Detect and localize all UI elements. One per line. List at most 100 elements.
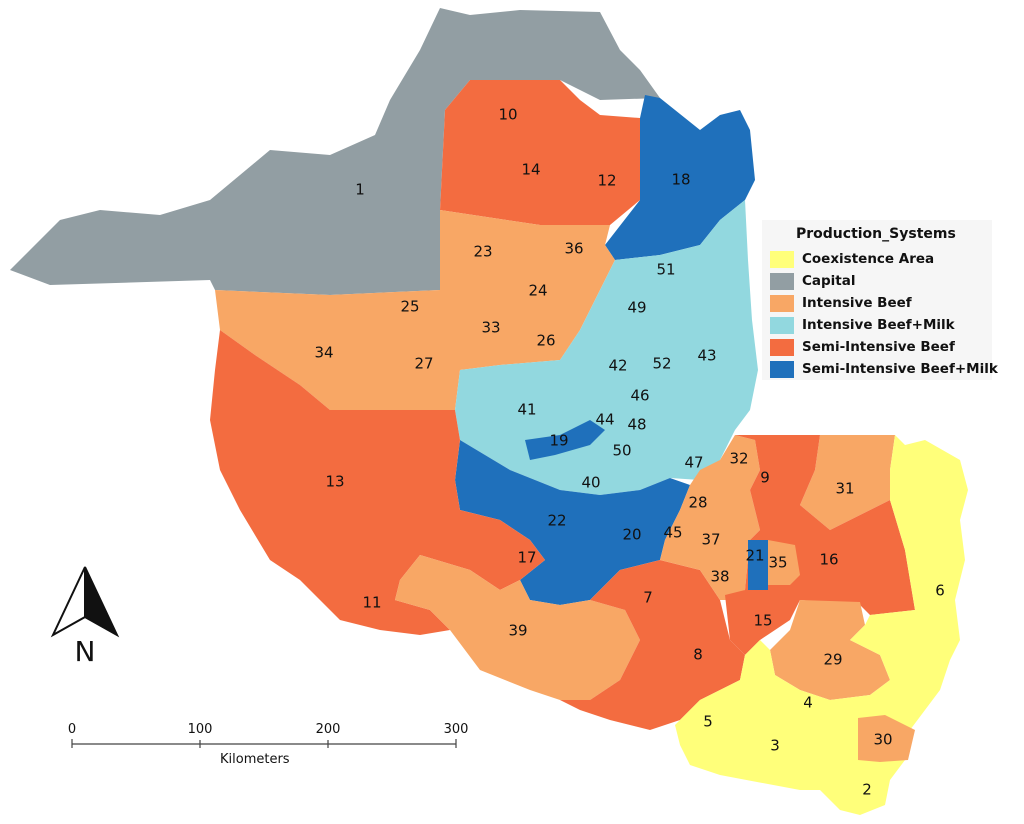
region-semi-intensive-beef-milk-18 [605, 95, 755, 260]
legend-label: Intensive Beef [802, 295, 912, 311]
scale-tick-label: 200 [315, 722, 341, 737]
label-37: 37 [701, 531, 720, 549]
label-42: 42 [608, 357, 627, 375]
label-28: 28 [688, 494, 707, 512]
label-21: 21 [745, 547, 764, 565]
region-semi-intensive-beef-south [560, 560, 745, 730]
legend-swatch [770, 272, 794, 290]
label-46: 46 [630, 387, 649, 405]
label-10: 10 [498, 106, 517, 124]
label-4: 4 [803, 694, 813, 712]
region-intensive-beef-30 [858, 715, 915, 762]
municipality-labels: 1 2 3 4 5 6 7 8 9 10 11 12 13 14 15 16 1… [314, 106, 944, 799]
region-intensive-beef-35 [768, 540, 800, 585]
region-semi-intensive-beef-milk-19 [525, 420, 605, 460]
label-1: 1 [355, 181, 365, 199]
label-52: 52 [652, 355, 671, 373]
region-semi-intensive-beef-west [210, 330, 545, 635]
scale-tick-label: 0 [67, 722, 77, 737]
region-capital [10, 8, 660, 295]
label-12: 12 [597, 172, 616, 190]
label-45: 45 [663, 524, 682, 542]
label-51: 51 [656, 261, 675, 279]
label-3: 3 [770, 737, 780, 755]
legend-swatch [770, 338, 794, 356]
label-8: 8 [693, 646, 703, 664]
region-intensive-beef-west [215, 210, 615, 410]
label-19: 19 [549, 432, 568, 450]
legend-item-semi-intensive-beef-milk: Semi-Intensive Beef+Milk [770, 358, 998, 380]
north-letter: N [74, 635, 96, 668]
label-18: 18 [671, 171, 690, 189]
label-25: 25 [400, 298, 419, 316]
label-9: 9 [760, 469, 770, 487]
label-47: 47 [684, 454, 703, 472]
scale-unit-label: Kilometers [220, 752, 290, 767]
label-48: 48 [627, 416, 646, 434]
legend-label: Semi-Intensive Beef [802, 339, 955, 355]
label-27: 27 [414, 355, 433, 373]
north-arrow: N [50, 565, 120, 668]
legend-item-semi-intensive-beef: Semi-Intensive Beef [770, 336, 984, 358]
label-14: 14 [521, 161, 540, 179]
legend-item-capital: Capital [770, 270, 984, 292]
label-22: 22 [547, 512, 566, 530]
legend-swatch [770, 250, 794, 268]
region-intensive-beef-29 [770, 600, 890, 700]
label-41: 41 [517, 401, 536, 419]
label-11: 11 [362, 594, 381, 612]
legend-label: Coexistence Area [802, 251, 935, 267]
region-semi-intensive-beef-milk-21 [748, 540, 768, 590]
scale-tick-label: 100 [187, 722, 213, 737]
label-26: 26 [536, 332, 555, 350]
label-2: 2 [862, 781, 872, 799]
label-39: 39 [508, 622, 527, 640]
label-24: 24 [528, 282, 547, 300]
label-40: 40 [581, 474, 600, 492]
label-38: 38 [710, 568, 729, 586]
label-29: 29 [823, 651, 842, 669]
region-intensive-beef-31 [800, 435, 895, 530]
legend-label: Semi-Intensive Beef+Milk [802, 361, 998, 377]
region-semi-intensive-beef-milk-south [455, 440, 690, 605]
scale-bar: 0 100 200 300 Kilometers [60, 722, 470, 772]
label-31: 31 [835, 480, 854, 498]
label-44: 44 [595, 411, 614, 429]
map-legend: Production_Systems Coexistence Area Capi… [762, 220, 998, 380]
label-13: 13 [325, 473, 344, 491]
region-intensive-beef-milk [455, 200, 758, 495]
label-36: 36 [564, 240, 583, 258]
region-semi-intensive-beef-north [440, 80, 640, 225]
label-50: 50 [612, 442, 631, 460]
label-34: 34 [314, 344, 333, 362]
label-7: 7 [643, 589, 653, 607]
legend-swatch [770, 360, 794, 378]
scale-bar-line [71, 739, 457, 748]
legend-swatch [770, 294, 794, 312]
legend-item-intensive-beef: Intensive Beef [770, 292, 984, 314]
label-32: 32 [729, 450, 748, 468]
legend-swatch [770, 316, 794, 334]
label-23: 23 [473, 243, 492, 261]
label-17: 17 [517, 549, 536, 567]
legend-title: Production_Systems [796, 226, 956, 242]
legend-item-coexistence: Coexistence Area [770, 248, 984, 270]
legend-label: Intensive Beef+Milk [802, 317, 955, 333]
label-33: 33 [481, 319, 500, 337]
label-30: 30 [873, 731, 892, 749]
label-15: 15 [753, 612, 772, 630]
label-49: 49 [627, 299, 646, 317]
legend-label: Capital [802, 273, 856, 289]
legend-item-intensive-beef-milk: Intensive Beef+Milk [770, 314, 984, 336]
label-5: 5 [703, 713, 713, 731]
label-6: 6 [935, 582, 945, 600]
region-intensive-beef-east [660, 435, 760, 600]
scale-tick-label: 300 [443, 722, 469, 737]
north-arrow-icon [50, 566, 120, 638]
label-35: 35 [768, 554, 787, 572]
label-20: 20 [622, 526, 641, 544]
label-43: 43 [697, 347, 716, 365]
region-intensive-beef-39 [395, 555, 640, 700]
region-semi-intensive-beef-east [725, 435, 915, 655]
